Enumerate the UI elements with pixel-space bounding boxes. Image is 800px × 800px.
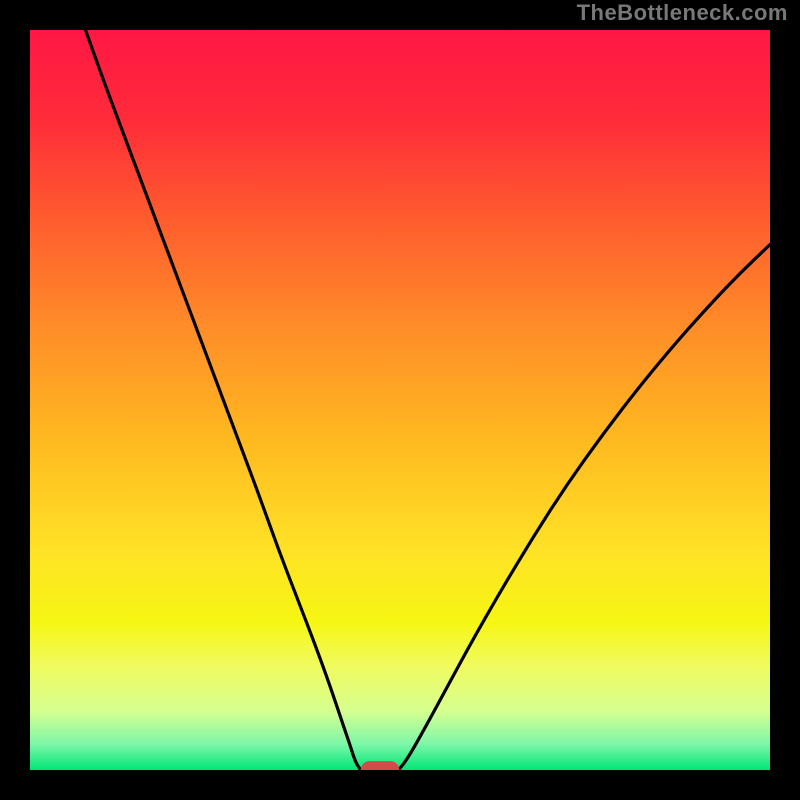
optimal-marker [361, 761, 399, 770]
chart-background [30, 30, 770, 770]
watermark-text: TheBottleneck.com [577, 0, 788, 26]
bottleneck-chart [30, 30, 770, 770]
chart-container: TheBottleneck.com [0, 0, 800, 800]
